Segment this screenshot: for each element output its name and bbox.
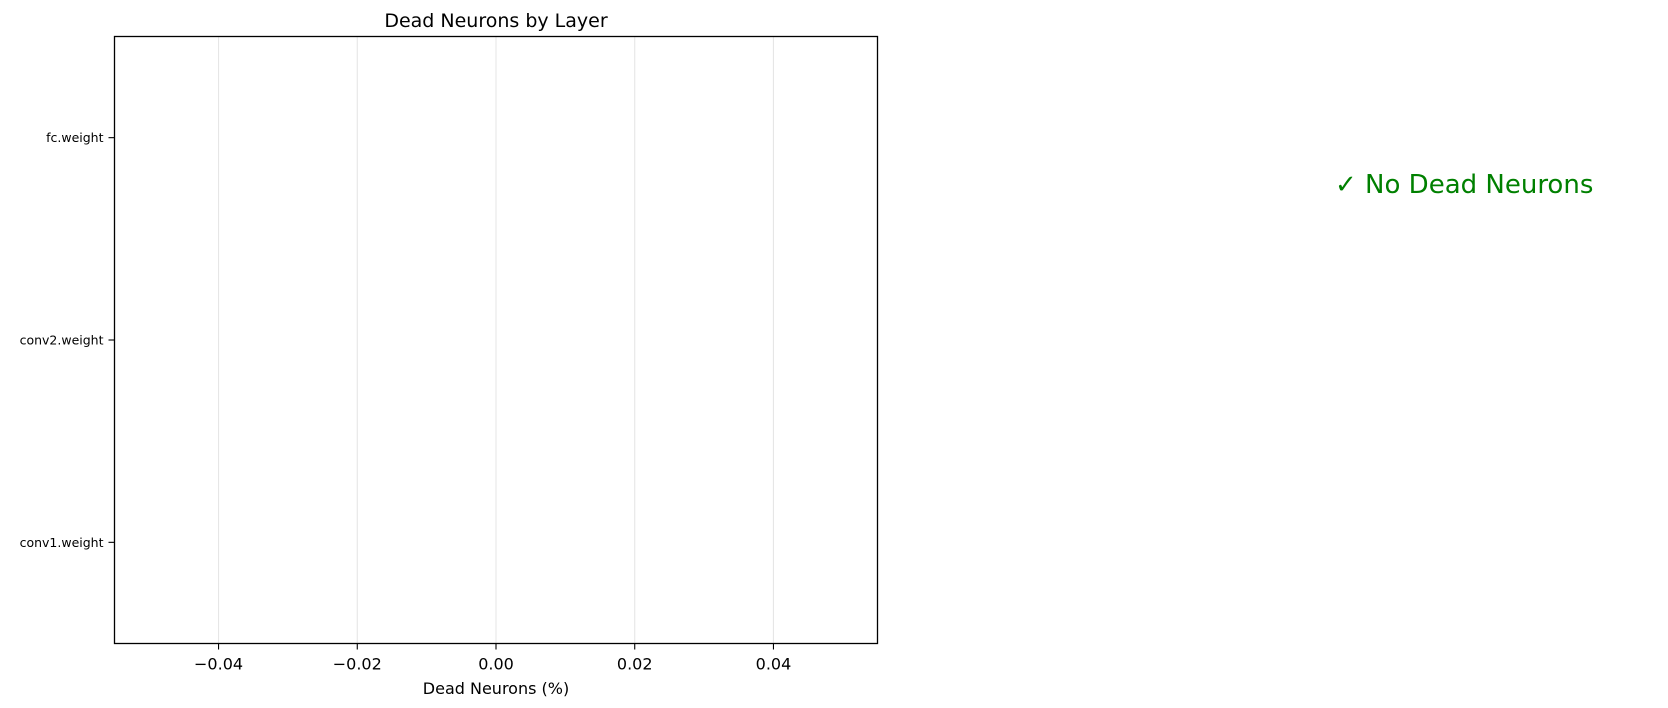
x-axis-ticks: −0.04 −0.02 0.00 0.02 0.04 [194,643,792,674]
no-dead-neurons-message: ✓ No Dead Neurons [1335,170,1594,200]
x-axis-label: Dead Neurons (%) [423,679,569,698]
x-tick-label: 0.02 [617,655,653,674]
x-tick-label: −0.02 [333,655,382,674]
y-axis-ticks: conv1.weight conv2.weight fc.weight [20,130,115,550]
x-tick-label: 0.00 [478,655,514,674]
x-tick-label: −0.04 [194,655,243,674]
chart-title: Dead Neurons by Layer [384,10,608,32]
y-tick-label: conv2.weight [20,333,104,348]
x-gridlines [217,36,775,644]
y-tick-label: fc.weight [46,130,103,145]
y-tick-label: conv1.weight [20,535,104,550]
x-tick-label: 0.04 [756,655,792,674]
